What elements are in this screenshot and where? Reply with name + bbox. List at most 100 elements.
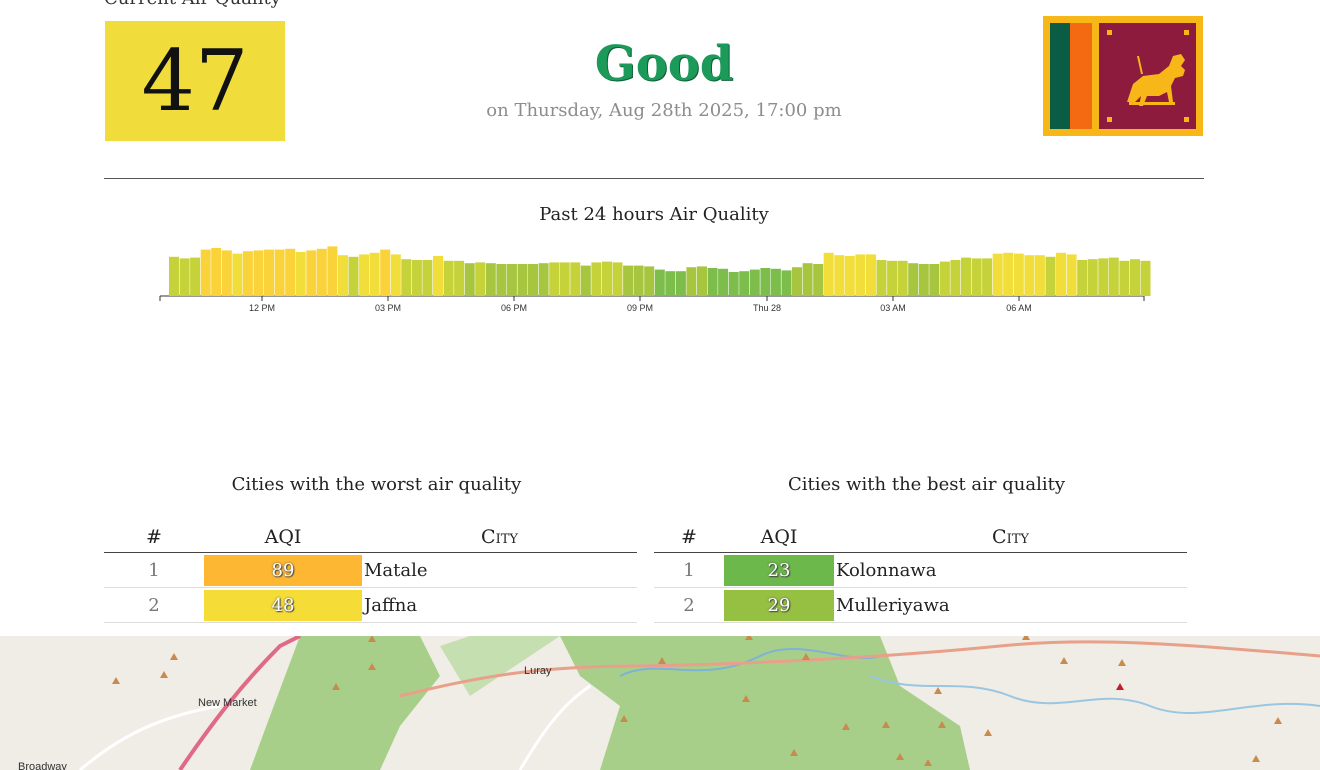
aqi-bar[interactable] xyxy=(253,250,264,296)
aqi-bar[interactable] xyxy=(485,263,496,296)
aqi-bar[interactable] xyxy=(633,265,644,296)
aqi-bar[interactable] xyxy=(813,264,824,296)
table-row[interactable]: 1 89 Matale xyxy=(104,552,637,588)
aqi-bar[interactable] xyxy=(749,269,760,296)
aqi-bar[interactable] xyxy=(380,249,391,296)
table-row[interactable]: 1 23 Kolonnawa xyxy=(654,552,1187,588)
aqi-bar[interactable] xyxy=(422,260,433,296)
aqi-bar[interactable] xyxy=(306,250,317,296)
aqi-bar[interactable] xyxy=(1140,260,1151,296)
aqi-bar[interactable] xyxy=(1056,252,1066,296)
aqi-bar[interactable] xyxy=(929,264,940,296)
aqi-bar[interactable] xyxy=(866,254,876,296)
aqi-bar[interactable] xyxy=(1087,259,1098,296)
aqi-bar[interactable] xyxy=(506,264,517,296)
aqi-bar[interactable] xyxy=(665,271,676,296)
aqi-bar[interactable] xyxy=(728,272,739,296)
aqi-bar[interactable] xyxy=(1066,254,1077,296)
aqi-bar[interactable] xyxy=(781,270,792,296)
aqi-bar[interactable] xyxy=(697,266,707,296)
aqi-bar[interactable] xyxy=(939,261,950,296)
aqi-bar[interactable] xyxy=(876,260,887,296)
aqi-bar[interactable] xyxy=(570,262,581,296)
map-view[interactable]: New Market Luray Broadway xyxy=(0,636,1320,770)
aqi-bar[interactable] xyxy=(918,264,929,296)
aqi-bar[interactable] xyxy=(549,262,560,296)
aqi-bar[interactable] xyxy=(887,260,898,296)
aqi-bar[interactable] xyxy=(464,263,475,296)
aqi-bar[interactable] xyxy=(538,263,549,296)
aqi-bar[interactable] xyxy=(855,254,866,296)
aqi-bar[interactable] xyxy=(316,248,327,296)
aqi-bar[interactable] xyxy=(528,264,538,296)
aqi-bar[interactable] xyxy=(475,262,486,296)
map-tiles[interactable]: New Market Luray Broadway xyxy=(0,636,1320,770)
aqi-bar[interactable] xyxy=(401,259,412,296)
aqi-bar[interactable] xyxy=(591,262,602,296)
aqi-bar[interactable] xyxy=(644,266,655,296)
table-row[interactable]: 2 29 Mulleriyawa xyxy=(654,587,1187,623)
aqi-bar[interactable] xyxy=(897,260,908,296)
aqi-bar[interactable] xyxy=(454,260,465,296)
aqi-bar[interactable] xyxy=(1045,256,1056,296)
aqi-bar[interactable] xyxy=(760,268,771,296)
aqi-bar[interactable] xyxy=(274,249,285,296)
aqi-bar[interactable] xyxy=(971,258,982,296)
aqi-bar[interactable] xyxy=(834,255,845,296)
aqi-bar[interactable] xyxy=(1119,260,1130,296)
aqi-bar[interactable] xyxy=(686,267,697,296)
aqi-bar[interactable] xyxy=(221,250,232,296)
aqi-bar[interactable] xyxy=(1108,257,1119,296)
aqi-bar[interactable] xyxy=(190,257,201,296)
aqi-bar[interactable] xyxy=(295,252,306,296)
aqi-bar[interactable] xyxy=(654,269,665,296)
aqi-bar[interactable] xyxy=(169,256,179,296)
aqi-bar[interactable] xyxy=(823,252,834,296)
aqi-bar[interactable] xyxy=(232,253,243,296)
aqi-bar[interactable] xyxy=(792,267,802,296)
aqi-bar[interactable] xyxy=(982,258,993,296)
aqi-bar[interactable] xyxy=(844,256,855,296)
station-marker[interactable] xyxy=(1116,683,1124,690)
aqi-bar[interactable] xyxy=(908,263,919,296)
aqi-bar[interactable] xyxy=(390,254,401,296)
aqi-bar[interactable] xyxy=(179,258,190,296)
aqi-bar[interactable] xyxy=(580,265,591,296)
aqi-bar[interactable] xyxy=(739,271,750,296)
aqi-bar[interactable] xyxy=(992,253,1003,296)
aqi-bar[interactable] xyxy=(602,261,612,296)
aqi-bar[interactable] xyxy=(950,260,961,296)
aqi-bar[interactable] xyxy=(264,249,274,296)
aqi-bar[interactable] xyxy=(369,252,380,296)
aqi-bar[interactable] xyxy=(242,251,253,296)
aqi-bar[interactable] xyxy=(327,246,338,296)
aqi-bar[interactable] xyxy=(718,268,729,296)
aqi-bar[interactable] xyxy=(211,248,222,296)
aqi-bar[interactable] xyxy=(707,268,718,296)
aqi-bar[interactable] xyxy=(496,264,507,296)
aqi-bar[interactable] xyxy=(200,249,211,296)
aqi-bar[interactable] xyxy=(1077,260,1088,296)
city-link[interactable]: Matale xyxy=(362,552,637,588)
aqi-bar[interactable] xyxy=(359,254,370,296)
city-link[interactable]: Mulleriyawa xyxy=(834,587,1187,623)
aqi-bar[interactable] xyxy=(1034,255,1045,296)
aqi-bar[interactable] xyxy=(675,271,686,296)
city-link[interactable]: Jaffna xyxy=(362,587,637,623)
aqi-bar[interactable] xyxy=(802,263,813,296)
aqi-bar[interactable] xyxy=(285,248,296,296)
aqi-bar[interactable] xyxy=(1013,253,1024,296)
aqi-bar[interactable] xyxy=(411,260,422,296)
aqi-bar[interactable] xyxy=(338,255,348,296)
aqi-bar[interactable] xyxy=(623,265,634,296)
table-row[interactable]: 2 48 Jaffna xyxy=(104,587,637,623)
aqi-bar[interactable] xyxy=(770,268,781,296)
aqi-bar[interactable] xyxy=(1024,255,1035,296)
aqi-bar[interactable] xyxy=(961,257,971,296)
aqi-bar[interactable] xyxy=(443,260,454,296)
aqi-bar[interactable] xyxy=(1130,259,1140,296)
aqi-bar[interactable] xyxy=(1098,258,1109,296)
aqi-bar[interactable] xyxy=(612,262,623,296)
city-link[interactable]: Kolonnawa xyxy=(834,552,1187,588)
aqi-bar[interactable] xyxy=(517,264,528,296)
